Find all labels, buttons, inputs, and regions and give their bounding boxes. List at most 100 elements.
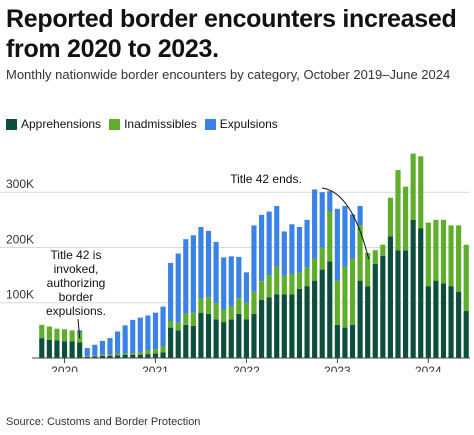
bar-apprehensions-2022-05	[274, 294, 280, 358]
bar-inadmissibles-2023-08	[387, 197, 393, 237]
x-tick-label-2021: 2021	[142, 364, 169, 372]
bar-apprehensions-2021-12	[236, 313, 242, 358]
bar-inadmissibles-2023-12	[418, 156, 424, 229]
bar-inadmissibles-2022-04	[266, 275, 272, 298]
bar-expulsions-2021-01	[152, 312, 159, 350]
legend-label-expulsions: Expulsions	[219, 117, 278, 131]
annotation-title42-invoked-line-2: authorizing	[47, 276, 106, 290]
bar-inadmissibles-2021-01	[152, 349, 159, 354]
bar-apprehensions-2023-01	[334, 324, 340, 358]
bar-inadmissibles-2020-05	[92, 355, 98, 357]
bar-expulsions-2022-02	[251, 225, 257, 292]
bar-inadmissibles-2022-11	[319, 247, 325, 270]
bar-inadmissibles-2021-06	[190, 312, 196, 326]
bar-inadmissibles-2024-06	[463, 244, 469, 312]
bar-expulsions-2022-07	[289, 224, 295, 274]
bar-inadmissibles-2020-02	[69, 330, 75, 342]
bar-inadmissibles-2023-09	[395, 170, 401, 251]
legend-swatch-expulsions	[204, 118, 216, 130]
bar-inadmissibles-2023-05	[365, 253, 371, 287]
bar-inadmissibles-2021-10	[221, 309, 227, 323]
bar-apprehensions-2020-03	[77, 342, 83, 358]
bar-inadmissibles-2022-12	[327, 211, 333, 262]
legend-label-inadmissibles: Inadmissibles	[124, 117, 197, 131]
bar-inadmissibles-2021-11	[228, 306, 234, 320]
bar-apprehensions-2021-07	[198, 312, 204, 358]
bar-expulsions-2020-10	[130, 319, 136, 354]
bar-apprehensions-2020-09	[122, 354, 128, 358]
bar-apprehensions-2021-05	[183, 324, 189, 358]
legend-swatch-inadmissibles	[109, 118, 121, 130]
bar-apprehensions-2021-08	[205, 313, 212, 358]
bar-apprehensions-2020-11	[137, 354, 143, 358]
y-tick-label-100: 100K	[6, 288, 34, 302]
annotation-title42-invoked-line-1: invoked,	[54, 262, 99, 276]
bar-expulsions-2020-06	[99, 340, 105, 355]
y-tick-label-200: 200K	[6, 232, 34, 246]
bar-inadmissibles-2022-09	[304, 267, 310, 287]
bar-inadmissibles-2022-10	[312, 258, 318, 281]
y-tick-label-300: 300K	[6, 177, 34, 191]
bar-inadmissibles-2020-07	[107, 354, 113, 356]
bar-expulsions-2021-03	[168, 262, 174, 321]
x-tick-label-2020: 2020	[51, 364, 78, 372]
bar-apprehensions-2023-10	[403, 250, 409, 358]
bar-inadmissibles-2021-03	[168, 320, 174, 328]
annotation-title42-ends-text: Title 42 ends.	[230, 172, 302, 186]
bar-inadmissibles-2021-05	[183, 313, 189, 325]
bar-expulsions-2021-11	[228, 256, 234, 307]
x-tick-label-2023: 2023	[324, 364, 351, 372]
bar-expulsions-2022-03	[259, 214, 265, 282]
annotation-title42-invoked-line-3: border	[59, 290, 94, 304]
bar-expulsions-2022-08	[296, 227, 303, 273]
bar-expulsions-2021-09	[213, 241, 219, 303]
bar-apprehensions-2024-02	[433, 280, 439, 358]
legend-item-inadmissibles: Inadmissibles	[109, 117, 197, 131]
bar-expulsions-2023-01	[334, 208, 340, 281]
bar-inadmissibles-2023-04	[357, 225, 363, 281]
bar-expulsions-2020-12	[145, 315, 151, 351]
bar-apprehensions-2024-06	[463, 311, 469, 358]
bar-apprehensions-2021-09	[213, 319, 219, 358]
bar-inadmissibles-2023-10	[403, 186, 409, 251]
bar-inadmissibles-2020-01	[61, 329, 68, 342]
stacked-bar-chart: 100K 200K 300K 2020 2021 2022 2023 2024 Title 42…	[0, 153, 470, 372]
bar-apprehensions-2022-02	[251, 313, 257, 358]
bar-apprehensions-2022-09	[304, 286, 310, 358]
bar-apprehensions-2023-05	[365, 286, 371, 358]
bar-expulsions-2021-12	[236, 256, 242, 299]
bar-inadmissibles-2022-01	[243, 302, 249, 320]
bar-inadmissibles-2023-07	[380, 244, 386, 256]
bar-inadmissibles-2022-05	[274, 266, 280, 295]
bar-expulsions-2021-05	[183, 239, 189, 314]
legend-item-expulsions: Expulsions	[204, 117, 278, 131]
bar-expulsions-2020-08	[115, 331, 121, 354]
bar-expulsions-2022-11	[319, 192, 325, 248]
bar-expulsions-2021-10	[221, 257, 227, 310]
bar-expulsions-2022-06	[281, 231, 287, 276]
bar-inadmissibles-2023-02	[342, 266, 348, 328]
bar-inadmissibles-2023-06	[372, 250, 378, 265]
bar-inadmissibles-2021-07	[198, 298, 204, 313]
bar-apprehensions-2022-06	[281, 294, 287, 358]
bar-apprehensions-2023-02	[342, 327, 348, 358]
bar-expulsions-2022-09	[304, 219, 310, 268]
bar-apprehensions-2020-04	[84, 356, 90, 358]
bar-inadmissibles-2023-03	[349, 258, 356, 325]
bar-apprehensions-2021-03	[168, 327, 174, 358]
bar-inadmissibles-2020-06	[99, 354, 105, 356]
bar-expulsions-2022-10	[312, 189, 318, 259]
bar-apprehensions-2023-11	[410, 219, 416, 358]
bar-apprehensions-2020-10	[130, 354, 136, 358]
bar-expulsions-2022-01	[243, 272, 249, 303]
bar-inadmissibles-2024-02	[433, 219, 439, 281]
annotation-title42-invoked-line-4: expulsions.	[46, 304, 106, 318]
bar-apprehensions-2023-03	[349, 324, 356, 358]
bar-apprehensions-2021-10	[221, 322, 227, 358]
bar-inadmissibles-2022-02	[251, 291, 257, 314]
chart-legend: Apprehensions Inadmissibles Expulsions	[6, 116, 286, 132]
bar-expulsions-2022-12	[327, 191, 333, 212]
bar-inadmissibles-2020-09	[122, 353, 128, 355]
bar-expulsions-2023-03	[349, 214, 356, 259]
bar-expulsions-2020-11	[137, 317, 143, 352]
